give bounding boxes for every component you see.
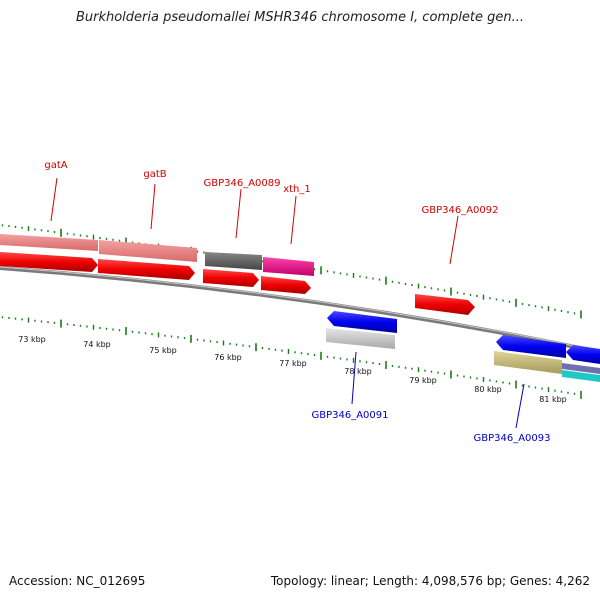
gene-label-a0091[interactable]: GBP346_A0091 (311, 410, 388, 421)
gene-label-a0092[interactable]: GBP346_A0092 (421, 205, 498, 216)
gatA-cds-arrow[interactable] (0, 252, 98, 272)
scale-label: 73 kbp (18, 335, 46, 344)
reverse-features (326, 311, 600, 382)
scale-labels: 73 kbp 74 kbp 75 kbp 76 kbp 77 kbp 78 kb… (18, 335, 567, 404)
a0089-cds-arrow[interactable] (203, 269, 259, 287)
a0089-misc-bar[interactable] (205, 252, 262, 270)
scale-label: 75 kbp (149, 346, 177, 355)
scale-label: 78 kbp (344, 367, 372, 376)
a0091-cds-arrow[interactable] (327, 311, 397, 333)
a0094-misc-bar-purple[interactable] (562, 363, 600, 374)
scale-label: 80 kbp (474, 385, 502, 394)
sequence-backbone (0, 266, 600, 354)
gene-label-a0093[interactable]: GBP346_A0093 (473, 433, 550, 444)
scale-label: 77 kbp (279, 359, 307, 368)
xth1-cds-arrow[interactable] (261, 276, 311, 294)
reverse-tick-track (1, 316, 582, 399)
gene-label-gatA[interactable]: gatA (44, 160, 67, 171)
genome-title: Burkholderia pseudomallei MSHR346 chromo… (75, 10, 525, 25)
forward-label-leaders (50, 177, 459, 265)
xth1-misc-bar[interactable] (263, 257, 314, 276)
a0094-cds-arrow[interactable] (566, 345, 600, 364)
a0093-misc-bar[interactable] (494, 351, 562, 374)
reverse-label-leaders (351, 351, 525, 429)
a0091-misc-bar[interactable] (326, 328, 395, 349)
gene-label-a0089[interactable]: GBP346_A0089 (203, 178, 280, 189)
gatB-rna-bar[interactable] (99, 240, 197, 262)
scale-label: 76 kbp (214, 353, 242, 362)
a0094-misc-bar-cyan[interactable] (562, 370, 600, 382)
a0093-cds-arrow[interactable] (496, 335, 566, 358)
gene-label-xth1[interactable]: xth_1 (283, 184, 311, 195)
forward-features (0, 234, 475, 315)
scale-label: 79 kbp (409, 376, 437, 385)
accession-text: Accession: NC_012695 (9, 574, 146, 588)
gatB-cds-arrow[interactable] (98, 259, 195, 280)
gene-label-gatB[interactable]: gatB (143, 169, 166, 180)
a0092-cds-arrow[interactable] (415, 294, 475, 315)
sequence-backbone-highlight (0, 266, 600, 352)
gatA-rna-bar[interactable] (0, 234, 98, 251)
scale-label: 74 kbp (83, 340, 111, 349)
genome-summary-text: Topology: linear; Length: 4,098,576 bp; … (270, 574, 590, 588)
scale-label: 81 kbp (539, 395, 567, 404)
